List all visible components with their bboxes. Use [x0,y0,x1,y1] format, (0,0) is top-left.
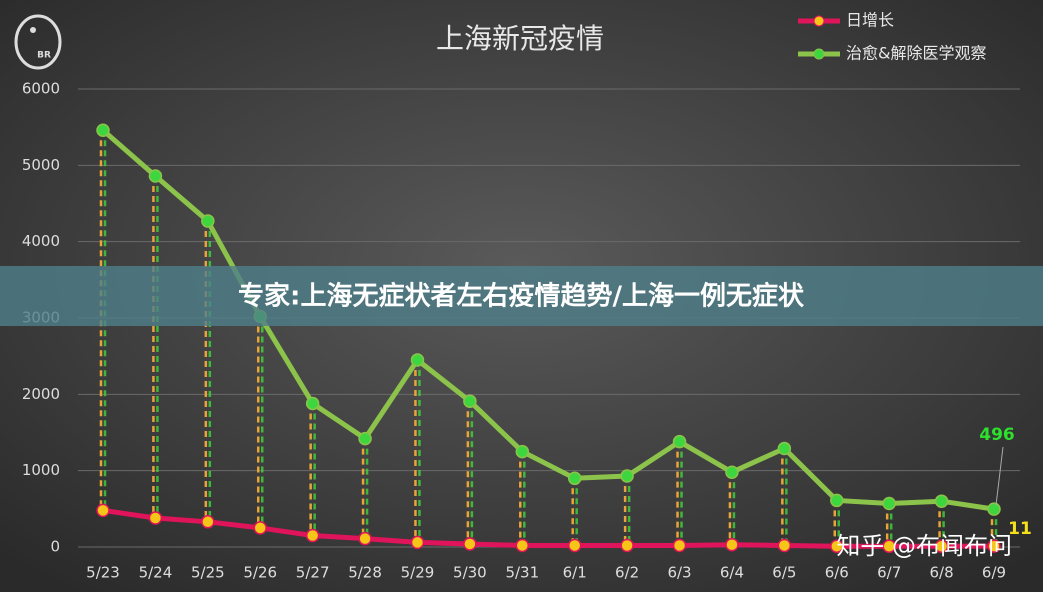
banner-text: 专家:上海无症状者左右疫情趋势/上海一例无症状 [238,281,805,312]
point [567,471,582,486]
x-tick-label: 5/30 [453,564,487,582]
y-tick-label: 0 [50,538,60,556]
x-tick-label: 6/9 [982,564,1006,582]
legend-marker [813,15,825,27]
y-tick-label: 5000 [22,156,60,174]
point [148,511,163,525]
point [515,538,530,553]
point [463,537,477,551]
point [201,214,215,228]
point [725,537,739,552]
logo: BR [14,14,62,70]
y-tick-label: 1000 [22,461,60,479]
chart-title: 上海新冠疫情 [436,22,604,55]
label-leader [995,446,1004,506]
watermark: 知乎 @布闻布问 [836,532,1012,560]
point [777,441,792,456]
x-tick-label: 6/5 [772,564,796,582]
x-tick-label: 5/29 [401,564,435,582]
point [934,539,949,553]
point [672,538,687,553]
x-tick-label: 5/27 [296,564,330,582]
legend-label: 日增长 [846,11,894,30]
series-line [102,507,995,549]
x-tick-label: 6/8 [930,564,954,582]
point [620,538,634,553]
point [987,502,1001,516]
legend-label: 治愈&解除医学观察 [846,44,986,63]
x-tick-label: 5/23 [86,564,120,582]
x-tick-label: 5/25 [191,564,225,582]
point [410,535,425,550]
x-tick-label: 6/6 [825,564,849,582]
y-tick-label: 4000 [22,232,60,250]
x-tick-label: 6/1 [563,564,587,582]
point [96,503,110,518]
point [515,444,530,459]
point [463,394,477,408]
point [305,528,320,543]
point [148,169,163,183]
point [987,539,1001,553]
point [725,465,739,479]
point [201,515,215,529]
x-tick-label: 6/2 [615,564,639,582]
y-tick-label: 6000 [22,80,60,98]
data-label: 11 [1008,519,1032,539]
legend-marker [813,48,825,60]
x-tick-label: 6/4 [720,564,744,582]
point [934,494,949,508]
x-tick-label: 6/7 [877,564,901,582]
point [358,531,372,546]
data-label: 496 [979,425,1015,445]
x-tick-label: 5/24 [139,564,173,582]
y-tick-label: 2000 [22,385,60,403]
point [882,496,896,511]
point [620,469,634,483]
point [305,396,320,411]
point [830,539,844,553]
point [567,538,582,553]
point [410,353,425,367]
x-tick-label: 5/26 [243,564,277,582]
x-tick-label: 5/28 [348,564,382,582]
point [672,434,687,449]
logo-text: BR [37,51,51,61]
point [96,123,110,137]
x-tick-label: 5/31 [505,564,539,582]
point [830,493,844,508]
point [358,431,372,446]
x-tick-label: 6/3 [667,564,691,582]
point [777,538,792,553]
point [253,521,267,535]
banner [0,266,1043,326]
point [882,539,896,553]
